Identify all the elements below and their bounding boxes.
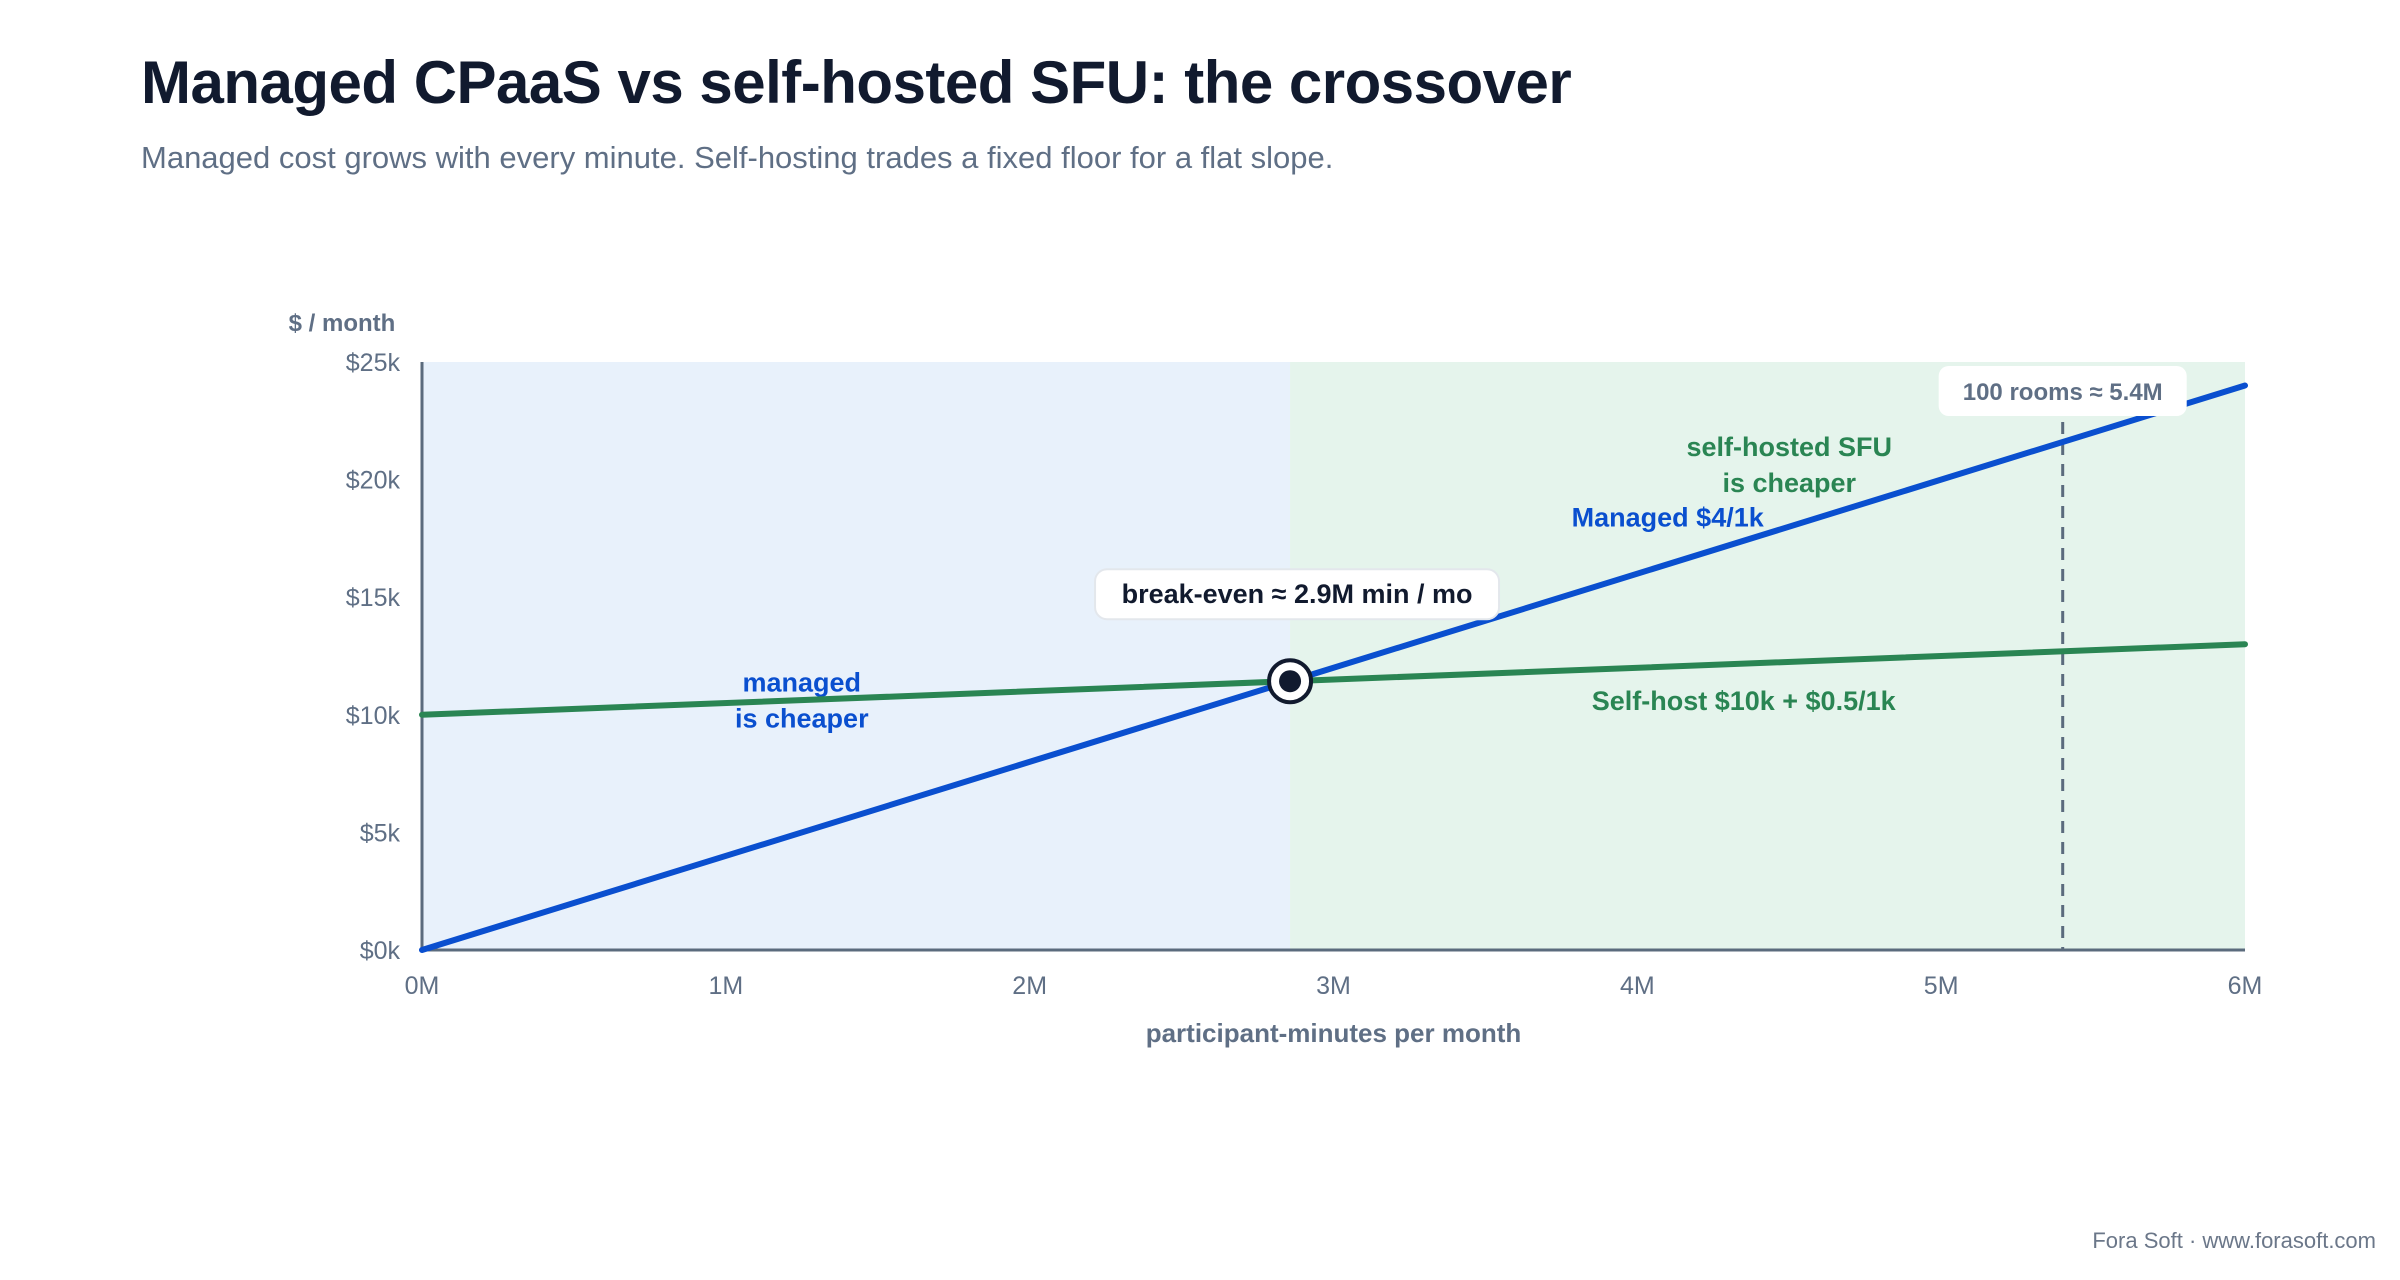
region-managed: [422, 362, 1291, 950]
region-label-line: self-hosted SFU: [1686, 432, 1892, 462]
y-tick-label: $15k: [346, 584, 401, 612]
series-line-selfhost: [419, 641, 2248, 718]
x-tick-label: 0M: [405, 972, 440, 1000]
region-label-selfhost: self-hosted SFU is cheaper: [1686, 432, 1892, 498]
series-label-selfhost: Self-host $10k + $0.5/1k: [1592, 686, 1897, 716]
x-tick-label: 2M: [1012, 972, 1047, 1000]
reference-label: 100 rooms ≈ 5.4M: [1963, 379, 2163, 406]
break-even-marker-dot: [1279, 670, 1302, 693]
break-even-label-box: [1094, 568, 1501, 621]
x-tick-label: 4M: [1620, 972, 1655, 1000]
region-label-line: is cheaper: [1722, 468, 1856, 498]
x-axis-label: participant-minutes per month: [1146, 1018, 1522, 1048]
y-tick-label: $5k: [360, 819, 401, 847]
y-tick-label: $20k: [346, 467, 401, 495]
y-tick-label: $0k: [360, 937, 401, 965]
region-label-line: managed: [743, 667, 862, 697]
series-line-managed: [419, 382, 2248, 953]
footer-credit: Fora Soft · www.forasoft.com: [2092, 1228, 2376, 1253]
reference-label-box: [1938, 366, 2187, 416]
y-tick-label: $10k: [346, 702, 401, 730]
series-label-managed: Managed $4/1k: [1572, 503, 1765, 533]
x-tick-label: 3M: [1316, 972, 1351, 1000]
y-axis-label: $ / month: [289, 310, 396, 337]
page-title: Managed CPaaS vs self-hosted SFU: the cr…: [141, 49, 1572, 116]
y-tick-label: $25k: [346, 349, 401, 377]
region-label-managed: managed is cheaper: [735, 667, 869, 733]
x-tick-label: 5M: [1924, 972, 1959, 1000]
x-tick-label: 6M: [2228, 972, 2263, 1000]
x-tick-label: 1M: [708, 972, 743, 1000]
page-subtitle: Managed cost grows with every minute. Se…: [141, 140, 1334, 175]
region-label-line: is cheaper: [735, 703, 869, 733]
region-selfhost: [1290, 362, 2245, 950]
break-even-label: break-even ≈ 2.9M min / mo: [1122, 579, 1473, 609]
